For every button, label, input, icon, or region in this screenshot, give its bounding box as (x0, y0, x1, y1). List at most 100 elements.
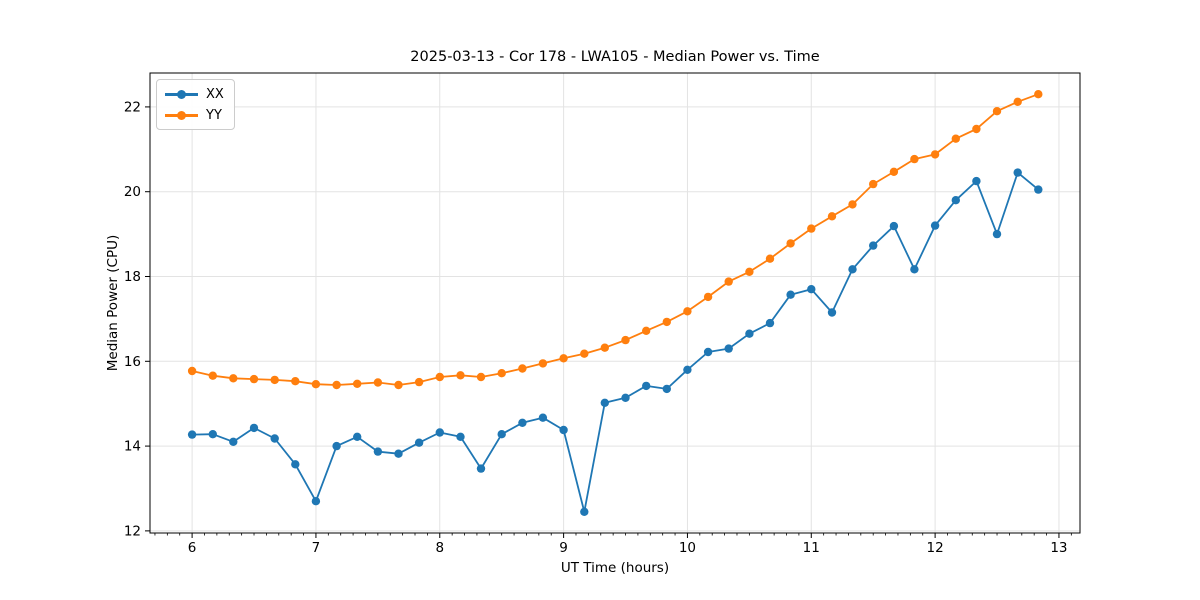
x-tick-label: 7 (312, 540, 321, 556)
series-line-xx (192, 171, 1039, 513)
data-point-yy (580, 349, 589, 358)
data-point-yy (662, 317, 671, 327)
data-point-xx (621, 393, 630, 402)
data-point-yy (332, 380, 341, 390)
legend-item-yy: YY (165, 106, 224, 124)
data-point-xx (229, 437, 238, 446)
x-tick-label: 13 (1050, 540, 1067, 556)
data-point-yy (1013, 97, 1022, 107)
legend-label-xx: XX (206, 86, 224, 102)
data-point-yy (518, 364, 527, 373)
data-point-yy (683, 307, 692, 316)
data-point-yy (992, 107, 1002, 116)
legend: XX YY (156, 79, 235, 130)
data-point-xx (745, 329, 754, 338)
chart-title: 2025-03-13 - Cor 178 - LWA105 - Median P… (410, 49, 820, 65)
data-point-yy (972, 124, 981, 134)
data-point-yy (786, 239, 795, 248)
y-tick-label: 22 (124, 99, 141, 115)
data-point-yy (765, 254, 775, 263)
x-tick-label: 10 (679, 540, 696, 556)
data-point-yy (848, 200, 857, 209)
data-point-xx (497, 430, 506, 439)
data-point-xx (435, 428, 444, 437)
data-point-yy (930, 150, 940, 159)
data-point-xx (249, 423, 259, 433)
x-axis-label: UT Time (hours) (560, 560, 670, 576)
data-point-xx (765, 318, 775, 328)
data-point-xx (889, 221, 899, 231)
data-point-xx (270, 434, 279, 443)
data-point-yy (249, 374, 259, 384)
data-point-yy (476, 372, 486, 382)
data-point-yy (910, 154, 919, 164)
data-point-yy (270, 375, 279, 385)
data-point-xx (992, 229, 1002, 239)
data-point-yy (208, 371, 217, 380)
data-point-yy (1034, 90, 1043, 99)
data-point-yy (414, 377, 424, 387)
data-point-xx (600, 398, 609, 407)
axes-frame (149, 72, 1081, 534)
data-point-xx (951, 196, 960, 205)
data-point-yy (642, 326, 651, 335)
data-point-yy (827, 212, 837, 221)
data-point-yy (807, 224, 816, 233)
data-point-xx (187, 430, 197, 439)
data-point-yy (497, 369, 506, 378)
x-tick-label: 6 (188, 540, 197, 556)
data-point-yy (600, 343, 609, 352)
y-tick-label: 20 (124, 184, 141, 200)
data-point-yy (229, 374, 238, 383)
data-point-xx (538, 413, 548, 422)
legend-item-xx: XX (165, 85, 224, 103)
series-line-yy (191, 93, 1039, 386)
legend-line-marker-icon (165, 109, 198, 121)
data-point-xx (291, 460, 300, 469)
data-point-xx (518, 418, 527, 427)
data-point-xx (580, 507, 589, 516)
data-point-xx (456, 432, 465, 441)
data-point-yy (291, 377, 300, 386)
y-axis-label: Median Power (CPU) (105, 234, 121, 372)
data-point-xx (930, 221, 940, 230)
y-tick-label: 14 (124, 439, 141, 455)
data-point-xx (1034, 185, 1043, 194)
data-point-xx (1013, 168, 1022, 177)
data-point-xx (373, 447, 383, 456)
data-point-xx (972, 176, 981, 186)
data-point-xx (869, 241, 878, 250)
data-point-xx (786, 290, 795, 299)
data-point-xx (827, 308, 837, 317)
x-tick-label: 12 (927, 540, 944, 556)
data-point-yy (373, 378, 383, 387)
data-point-yy (538, 359, 548, 368)
data-point-xx (394, 449, 403, 458)
data-point-xx (208, 430, 217, 439)
data-point-yy (353, 379, 362, 388)
data-point-xx (662, 384, 671, 394)
y-tick-label: 16 (124, 354, 141, 370)
data-point-xx (311, 497, 321, 506)
data-point-xx (910, 265, 919, 274)
data-point-xx (476, 464, 486, 473)
data-point-xx (807, 285, 816, 294)
x-tick-label: 8 (435, 540, 444, 556)
x-tick-label: 11 (803, 540, 820, 556)
data-point-yy (621, 335, 630, 345)
data-point-yy (559, 354, 568, 363)
data-point-xx (724, 344, 733, 353)
data-point-yy (394, 380, 403, 390)
data-point-xx (559, 425, 568, 435)
data-point-yy (435, 372, 444, 382)
legend-line-marker-icon (165, 88, 198, 100)
data-point-yy (745, 267, 754, 276)
data-point-xx (848, 265, 857, 274)
legend-label-yy: YY (206, 107, 222, 123)
y-tick-label: 12 (124, 523, 141, 539)
data-point-yy (311, 380, 321, 389)
data-point-yy (703, 292, 713, 302)
data-point-xx (683, 365, 692, 374)
